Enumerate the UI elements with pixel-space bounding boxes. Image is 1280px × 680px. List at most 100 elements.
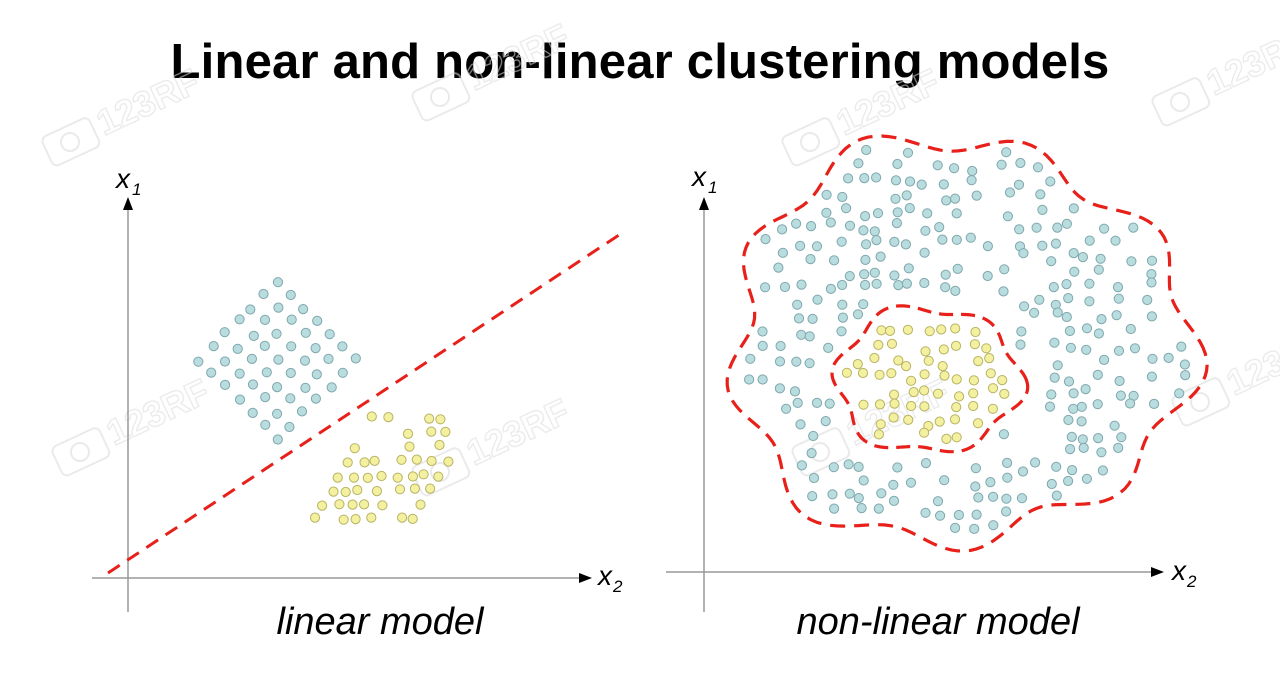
cluster-point bbox=[951, 402, 962, 413]
x-axis-label: x bbox=[596, 560, 613, 591]
cluster-point bbox=[795, 240, 806, 251]
cluster-point bbox=[328, 486, 339, 497]
cluster-point bbox=[1049, 372, 1060, 383]
cluster-point bbox=[296, 406, 308, 417]
cluster-point bbox=[936, 324, 947, 335]
cluster-point bbox=[965, 232, 976, 243]
cluster-point bbox=[760, 234, 771, 245]
cluster-point bbox=[273, 302, 284, 313]
cluster-point bbox=[982, 241, 994, 252]
cluster-point bbox=[859, 173, 870, 184]
cluster-point bbox=[1065, 444, 1076, 455]
cluster-point bbox=[871, 235, 882, 246]
cluster-point bbox=[1061, 218, 1073, 229]
cluster-point bbox=[808, 472, 820, 484]
cluster-point bbox=[967, 165, 978, 177]
cluster-point bbox=[792, 299, 803, 310]
cluster-point bbox=[858, 225, 869, 236]
cluster-point bbox=[1077, 434, 1088, 445]
cluster-point bbox=[906, 375, 917, 386]
cluster-point bbox=[837, 299, 848, 310]
cluster-point bbox=[1093, 264, 1104, 275]
cluster-point bbox=[1046, 389, 1057, 400]
cluster-point bbox=[286, 341, 297, 352]
cluster-point bbox=[234, 368, 245, 379]
cluster-point bbox=[807, 313, 818, 324]
cluster-point bbox=[285, 289, 296, 301]
cluster-point bbox=[1146, 371, 1158, 382]
cluster-point bbox=[1051, 490, 1062, 501]
cluster-point bbox=[317, 500, 328, 511]
y-axis-label: x bbox=[114, 163, 131, 194]
cluster-a-points bbox=[193, 277, 361, 445]
inner-nonlinear-boundary bbox=[830, 304, 1030, 454]
cluster-point bbox=[902, 324, 914, 335]
cluster-point bbox=[326, 382, 337, 393]
cluster-point bbox=[941, 433, 952, 444]
cluster-point bbox=[359, 457, 370, 468]
cluster-point bbox=[860, 211, 871, 222]
cluster-point bbox=[424, 413, 435, 424]
cluster-point bbox=[875, 419, 886, 430]
cluster-point bbox=[889, 389, 900, 400]
cluster-point bbox=[260, 392, 271, 403]
cluster-point bbox=[1068, 203, 1079, 214]
cluster-point bbox=[1096, 447, 1107, 458]
cluster-point bbox=[1066, 431, 1077, 442]
cluster-point bbox=[1063, 376, 1075, 387]
cluster-point bbox=[853, 158, 864, 169]
cluster-point bbox=[892, 158, 903, 170]
cluster-point bbox=[820, 416, 831, 427]
cluster-point bbox=[285, 393, 296, 404]
cluster-point bbox=[844, 488, 855, 499]
cluster-point bbox=[934, 222, 945, 233]
cluster-point bbox=[923, 355, 934, 366]
cluster-point bbox=[245, 304, 256, 315]
cluster-point bbox=[284, 421, 295, 433]
cluster-point bbox=[1110, 235, 1121, 246]
cluster-point bbox=[1061, 279, 1072, 290]
cluster-point bbox=[1113, 345, 1125, 356]
cluster-point bbox=[857, 367, 869, 379]
cluster-point bbox=[1147, 353, 1158, 364]
cluster-point bbox=[404, 441, 415, 452]
cluster-point bbox=[875, 251, 886, 262]
cluster-point bbox=[852, 359, 863, 370]
cluster-point bbox=[1076, 401, 1087, 412]
cluster-point bbox=[1146, 269, 1157, 280]
cluster-point bbox=[1048, 282, 1059, 293]
cluster-point bbox=[937, 234, 948, 245]
cluster-point bbox=[968, 388, 979, 399]
cluster-point bbox=[350, 353, 361, 364]
cluster-point bbox=[1113, 293, 1124, 304]
cluster-point bbox=[1052, 222, 1063, 233]
cluster-point bbox=[1142, 294, 1153, 306]
cluster-point bbox=[891, 218, 903, 229]
cluster-point bbox=[985, 368, 996, 379]
cluster-point bbox=[352, 484, 363, 496]
cluster-point bbox=[953, 509, 965, 521]
cluster-point bbox=[888, 479, 899, 490]
cluster-point bbox=[1017, 466, 1029, 477]
cluster-point bbox=[938, 179, 949, 190]
cluster-point bbox=[969, 523, 980, 535]
svg-text:123RF: 123RF bbox=[1220, 320, 1280, 403]
cluster-point bbox=[310, 393, 321, 404]
cluster-point bbox=[829, 255, 840, 266]
cluster-point bbox=[791, 218, 802, 229]
cluster-point bbox=[247, 407, 258, 418]
cluster-point bbox=[924, 326, 935, 337]
cluster-point bbox=[821, 207, 832, 218]
arrow-up-icon bbox=[699, 197, 709, 210]
cluster-point bbox=[841, 203, 852, 214]
cluster-point bbox=[1093, 433, 1104, 444]
cluster-point bbox=[949, 414, 961, 425]
cluster-point bbox=[873, 503, 884, 514]
cluster-point bbox=[366, 512, 377, 523]
cluster-point bbox=[366, 411, 377, 422]
cluster-point bbox=[426, 455, 437, 467]
cluster-point bbox=[905, 477, 917, 488]
cluster-point bbox=[970, 481, 981, 492]
cluster-point bbox=[1081, 473, 1093, 484]
cluster-point bbox=[795, 419, 806, 430]
